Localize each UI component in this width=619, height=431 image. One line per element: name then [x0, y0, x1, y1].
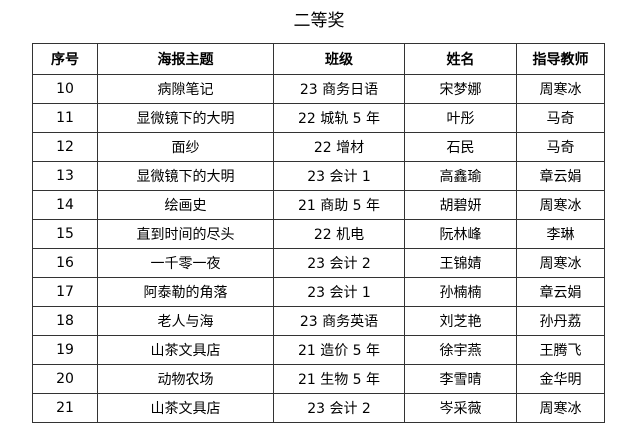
- table-row: 19 山茶文具店 21 造价 5 年徐宇燕 王腾飞: [32, 335, 605, 365]
- cell-col-index: 10: [32, 74, 98, 104]
- header-col-index: 序号: [32, 43, 98, 75]
- cell-col-index: 15: [32, 219, 98, 249]
- header-col-teacher: 指导教师: [516, 43, 605, 75]
- table-row: 20 动物农场 21 生物 5 年李雪晴 金华明: [32, 364, 605, 394]
- cell-col-class: 23 会计 2: [273, 248, 405, 278]
- table-row: 15 直到时间的尽头 22 机电 阮林峰 李琳: [32, 219, 605, 249]
- cell-col-teacher: 孙丹荔: [516, 306, 605, 336]
- cell-col-class: 22 城轨 5 年: [273, 103, 405, 133]
- cell-col-index: 14: [32, 190, 98, 220]
- header-col-class: 班级: [273, 43, 405, 75]
- awards-table: 序号 海报主题 班级 姓名 指导教师 10 病隙笔记 23 商务日语 宋梦娜 周寒冰 11 显微镜下…: [32, 43, 605, 423]
- cell-col-class: 21 商助 5 年: [273, 190, 405, 220]
- cell-col-index: 13: [32, 161, 98, 191]
- cell-col-name: 高鑫瑜: [404, 161, 517, 191]
- cell-col-name: 石民: [404, 132, 517, 162]
- cell-col-index: 18: [32, 306, 98, 336]
- table-row: 17 阿泰勒的角落 23 会计 1 孙楠楠 章云娟: [32, 277, 605, 307]
- table-row: 13 显微镜下的大明 23 会计 1 高鑫瑜 章云娟: [32, 161, 605, 191]
- table-row: 12 面纱 22 增材 石民 马奇: [32, 132, 605, 162]
- cell-col-name: 阮林峰: [404, 219, 517, 249]
- header-col-poster-topic: 海报主题: [97, 43, 274, 75]
- cell-col-teacher: 周寒冰: [516, 248, 605, 278]
- cell-col-teacher: 金华明: [516, 364, 605, 394]
- cell-col-poster-topic: 山茶文具店: [97, 335, 274, 365]
- table-row: 11 显微镜下的大明 22 城轨 5 年叶彤 马奇: [32, 103, 605, 133]
- table-row: 16 一千零一夜 23 会计 2 王锦婧 周寒冰: [32, 248, 605, 278]
- table-row: 10 病隙笔记 23 商务日语 宋梦娜 周寒冰: [32, 74, 605, 104]
- cell-col-poster-topic: 直到时间的尽头: [97, 219, 274, 249]
- table-row: 18 老人与海 23 商务英语 刘芝艳 孙丹荔: [32, 306, 605, 336]
- cell-col-name: 徐宇燕: [404, 335, 517, 365]
- cell-col-poster-topic: 一千零一夜: [97, 248, 274, 278]
- cell-col-class: 23 会计 2: [273, 393, 405, 423]
- cell-col-teacher: 周寒冰: [516, 190, 605, 220]
- cell-col-teacher: 王腾飞: [516, 335, 605, 365]
- cell-col-index: 11: [32, 103, 98, 133]
- cell-col-name: 刘芝艳: [404, 306, 517, 336]
- cell-col-poster-topic: 动物农场: [97, 364, 274, 394]
- cell-col-teacher: 周寒冰: [516, 393, 605, 423]
- cell-col-teacher: 周寒冰: [516, 74, 605, 104]
- table-row: 14 绘画史 21 商助 5 年胡碧妍 周寒冰: [32, 190, 605, 220]
- cell-col-teacher: 马奇: [516, 103, 605, 133]
- cell-col-name: 岑采薇: [404, 393, 517, 423]
- cell-col-class: 23 会计 1: [273, 161, 405, 191]
- cell-col-class: 23 会计 1: [273, 277, 405, 307]
- cell-col-class: 21 造价 5 年: [273, 335, 405, 365]
- cell-col-class: 22 增材: [273, 132, 405, 162]
- cell-col-poster-topic: 老人与海: [97, 306, 274, 336]
- cell-col-name: 宋梦娜: [404, 74, 517, 104]
- table-header-row: 序号 海报主题 班级 姓名 指导教师: [32, 43, 605, 75]
- cell-col-class: 23 商务日语: [273, 74, 405, 104]
- cell-col-poster-topic: 阿泰勒的角落: [97, 277, 274, 307]
- cell-col-class: 22 机电: [273, 219, 405, 249]
- cell-col-class: 23 商务英语: [273, 306, 405, 336]
- cell-col-poster-topic: 面纱: [97, 132, 274, 162]
- cell-col-index: 20: [32, 364, 98, 394]
- cell-col-teacher: 章云娟: [516, 161, 605, 191]
- header-col-name: 姓名: [404, 43, 517, 75]
- cell-col-teacher: 李琳: [516, 219, 605, 249]
- cell-col-poster-topic: 山茶文具店: [97, 393, 274, 423]
- cell-col-name: 胡碧妍: [404, 190, 517, 220]
- cell-col-name: 王锦婧: [404, 248, 517, 278]
- cell-col-index: 17: [32, 277, 98, 307]
- cell-col-poster-topic: 病隙笔记: [97, 74, 274, 104]
- cell-col-name: 李雪晴: [404, 364, 517, 394]
- cell-col-name: 孙楠楠: [404, 277, 517, 307]
- page-title: 二等奖: [293, 11, 345, 31]
- table-row: 21 山茶文具店 23 会计 2 岑采薇 周寒冰: [32, 393, 605, 423]
- cell-col-teacher: 马奇: [516, 132, 605, 162]
- cell-col-class: 21 生物 5 年: [273, 364, 405, 394]
- cell-col-index: 12: [32, 132, 98, 162]
- cell-col-poster-topic: 显微镜下的大明: [97, 103, 274, 133]
- cell-col-teacher: 章云娟: [516, 277, 605, 307]
- cell-col-poster-topic: 绘画史: [97, 190, 274, 220]
- cell-col-index: 16: [32, 248, 98, 278]
- cell-col-index: 21: [32, 393, 98, 423]
- cell-col-index: 19: [32, 335, 98, 365]
- cell-col-name: 叶彤: [404, 103, 517, 133]
- cell-col-poster-topic: 显微镜下的大明: [97, 161, 274, 191]
